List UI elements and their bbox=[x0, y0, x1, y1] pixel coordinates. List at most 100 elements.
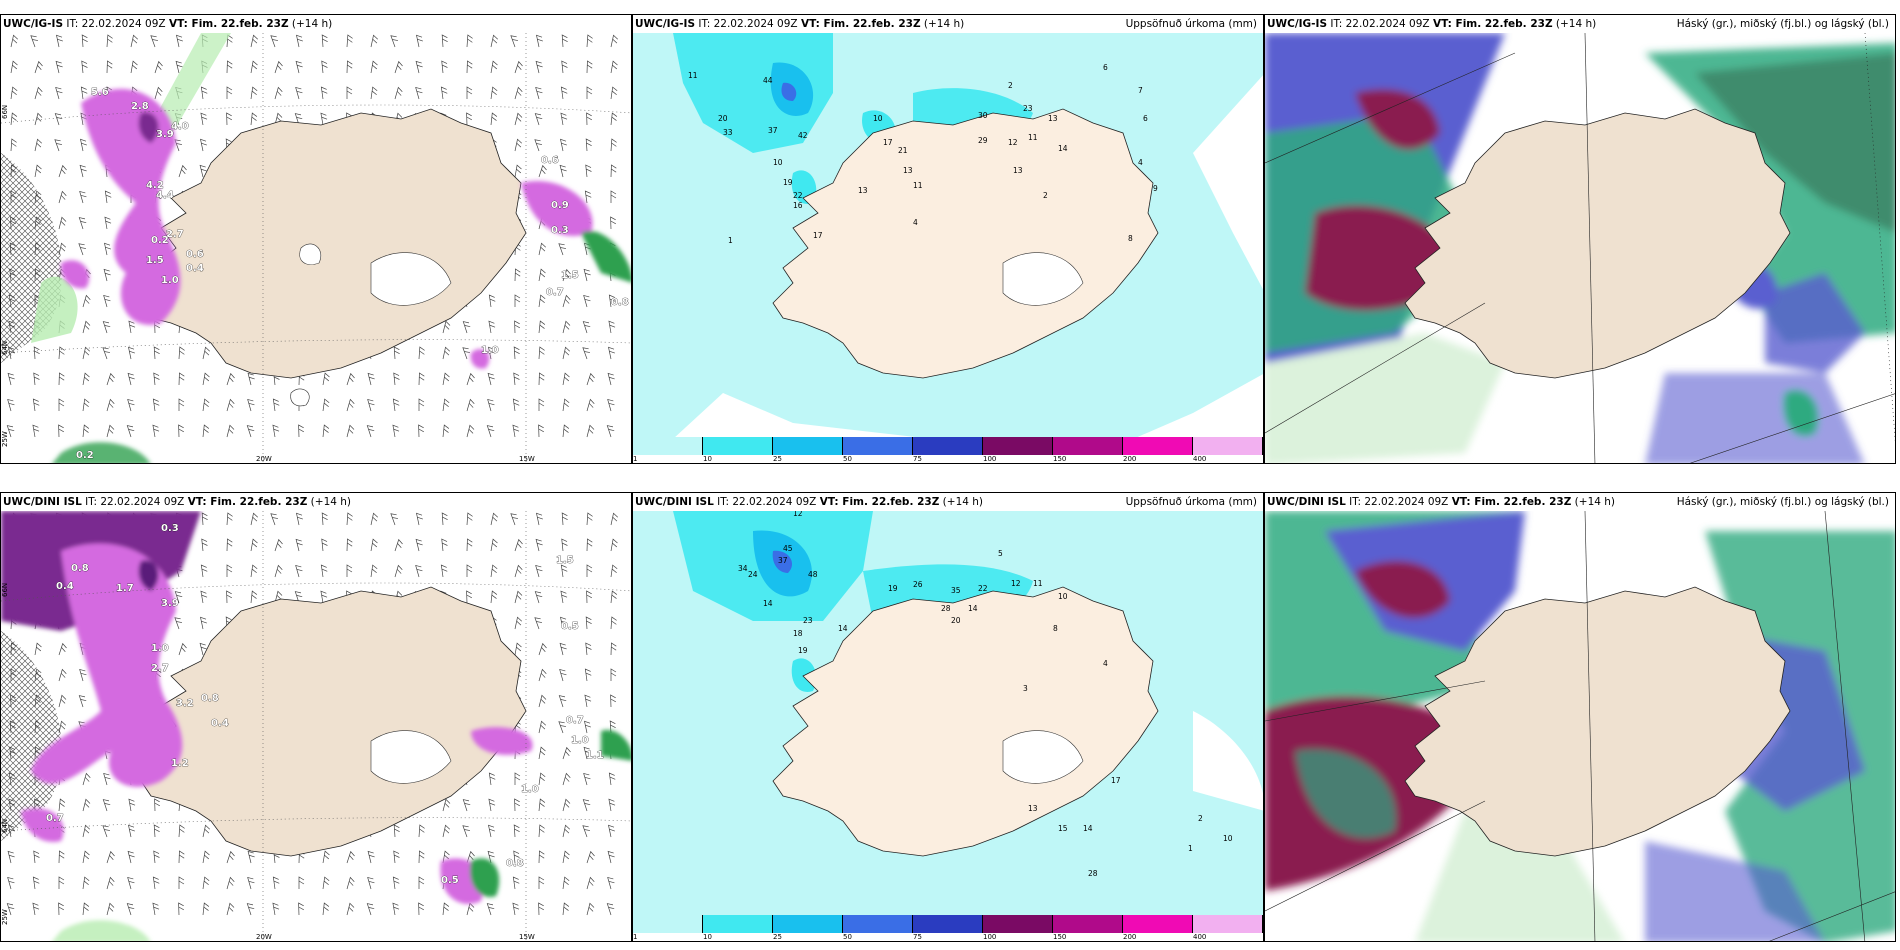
wind-barb bbox=[558, 695, 567, 708]
value-label: 13 bbox=[858, 186, 868, 195]
wind-barb bbox=[202, 902, 210, 916]
wind-barb bbox=[392, 876, 400, 890]
value-label: 12 bbox=[1011, 579, 1021, 588]
wind-barb bbox=[126, 425, 135, 438]
wind-barb bbox=[562, 876, 570, 890]
wind-barb bbox=[466, 112, 472, 126]
wind-barb bbox=[393, 372, 400, 386]
wind-barb bbox=[514, 590, 523, 604]
wind-barb bbox=[538, 164, 547, 178]
init-time: IT: 22.02.2024 09Z bbox=[85, 496, 185, 508]
wind-barb bbox=[538, 398, 545, 411]
value-label: 2.8 bbox=[131, 101, 149, 112]
wind-barb bbox=[561, 512, 568, 526]
lead-time: (+14 h) bbox=[923, 18, 965, 30]
wind-barb bbox=[82, 850, 90, 864]
wind-barb bbox=[607, 398, 615, 412]
wind-barb bbox=[367, 876, 375, 890]
wind-barb bbox=[154, 60, 163, 74]
wind-barb bbox=[442, 850, 450, 864]
value-label: 8 bbox=[1053, 624, 1058, 633]
colorbar-segment bbox=[843, 915, 913, 933]
wind-barb bbox=[514, 772, 521, 785]
wind-barb bbox=[536, 512, 543, 526]
wind-barb bbox=[367, 398, 375, 412]
wind-barb bbox=[583, 294, 591, 308]
wind-barb bbox=[586, 876, 595, 890]
colorbar-segment bbox=[1123, 915, 1193, 933]
wind-barb bbox=[32, 902, 40, 916]
wind-barb bbox=[370, 538, 378, 552]
wind-barb bbox=[33, 372, 40, 386]
wind-barb bbox=[200, 564, 208, 578]
valid-time: VT: Fim. 22.feb. 23Z bbox=[1451, 496, 1572, 508]
wind-barb bbox=[226, 398, 235, 412]
wind-barb bbox=[32, 876, 40, 890]
colorbar-tick: 400 bbox=[1192, 933, 1207, 941]
wind-barb bbox=[128, 824, 135, 838]
wind-barb bbox=[538, 824, 545, 838]
value-label: 6 bbox=[1143, 114, 1148, 123]
wind-barb bbox=[226, 538, 233, 552]
wind-barb bbox=[55, 86, 63, 100]
wind-barb bbox=[486, 903, 495, 916]
wind-barb bbox=[490, 112, 498, 126]
wind-barb bbox=[295, 564, 303, 578]
wind-barb bbox=[462, 825, 471, 838]
model-name: UWC/DINI ISL bbox=[635, 496, 714, 508]
colorbar-tick: 10 bbox=[702, 455, 712, 463]
wind-barb bbox=[370, 564, 378, 578]
wind-barb bbox=[199, 642, 207, 656]
wind-barb bbox=[7, 876, 15, 890]
wind-barb bbox=[366, 903, 375, 916]
wind-barb bbox=[560, 86, 568, 100]
value-label: 23 bbox=[803, 616, 813, 625]
value-label: 3.9 bbox=[156, 129, 174, 140]
wind-barb bbox=[534, 617, 543, 630]
wind-barb bbox=[487, 398, 495, 412]
wind-barb bbox=[586, 850, 595, 864]
value-label: 21 bbox=[898, 146, 908, 155]
wind-barb bbox=[178, 346, 185, 360]
wind-barb bbox=[584, 694, 592, 708]
value-label: 23 bbox=[1023, 104, 1033, 113]
wind-barb bbox=[488, 824, 495, 838]
wind-barb bbox=[562, 850, 570, 864]
wind-barb bbox=[442, 824, 451, 838]
wind-barb bbox=[152, 876, 160, 890]
wind-barb bbox=[538, 294, 546, 308]
wind-barb bbox=[58, 190, 67, 204]
wind-barb bbox=[250, 34, 259, 48]
wind-barb bbox=[7, 398, 15, 412]
wind-barb bbox=[6, 903, 15, 916]
wind-barb bbox=[534, 139, 543, 152]
wind-barb bbox=[490, 60, 498, 74]
wind-barb bbox=[418, 424, 424, 438]
wind-barb bbox=[610, 642, 617, 656]
value-label: 0.7 bbox=[46, 813, 64, 824]
wind-barb bbox=[226, 86, 233, 99]
wind-barb bbox=[322, 372, 330, 386]
wind-barb bbox=[538, 346, 545, 360]
wind-barb bbox=[226, 850, 235, 864]
wind-barb bbox=[32, 398, 40, 412]
wind-barb bbox=[561, 60, 568, 74]
value-label: 1.0 bbox=[521, 784, 539, 795]
value-label: 1.7 bbox=[116, 583, 134, 594]
panel-title: Uppsöfnuð úrkoma (mm) bbox=[1125, 18, 1257, 30]
wind-barb bbox=[346, 424, 355, 438]
wind-barb bbox=[418, 850, 425, 864]
wind-barb bbox=[490, 34, 499, 48]
value-label: 29 bbox=[978, 136, 988, 145]
wind-barb bbox=[102, 347, 111, 360]
wind-barb bbox=[272, 398, 280, 412]
wind-barb bbox=[586, 564, 593, 577]
colorbar-segment bbox=[843, 437, 913, 455]
wind-barb bbox=[82, 372, 90, 386]
wind-barb bbox=[606, 903, 615, 916]
wind-barb bbox=[610, 216, 616, 230]
value-label: 13 bbox=[903, 166, 913, 175]
model-name: UWC/DINI ISL bbox=[1267, 496, 1346, 508]
wind-barb bbox=[79, 668, 87, 682]
